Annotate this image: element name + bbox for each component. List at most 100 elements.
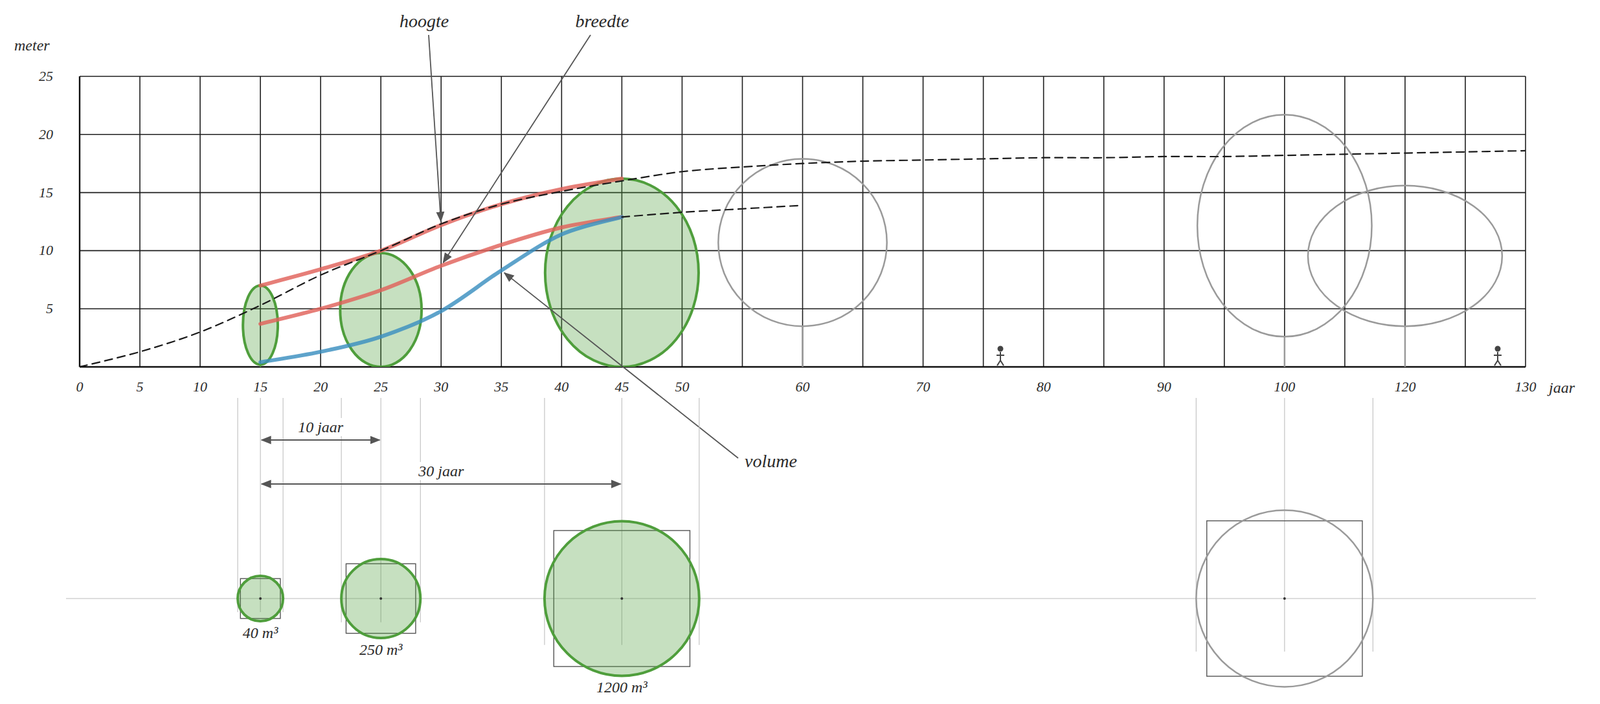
- plan-center: [379, 597, 383, 601]
- label-patch: [415, 462, 467, 481]
- label-patch: [295, 418, 347, 437]
- volume-label: 40 m³: [242, 624, 279, 642]
- plan-view: 40 m³250 m³1200 m³: [237, 398, 1373, 697]
- crown: [545, 178, 699, 368]
- grid-line-x: [319, 76, 322, 368]
- person-icon: [1493, 347, 1502, 367]
- crowns: [242, 114, 1503, 368]
- grid-line-x: [1103, 76, 1105, 368]
- curves: [79, 150, 1526, 368]
- annotation-arrow: [443, 34, 591, 263]
- span-arrow: [261, 483, 621, 485]
- grid-line-x: [1223, 76, 1226, 368]
- grid-line-x: [1524, 76, 1527, 368]
- series-line: [79, 150, 1526, 368]
- plan-center: [259, 597, 262, 601]
- trunk: [1404, 326, 1407, 368]
- x-tick-label: 80: [1036, 378, 1051, 395]
- grid-line-x: [500, 76, 502, 368]
- grid-line-x: [802, 76, 804, 368]
- guide-line: [282, 398, 284, 613]
- guide-line: [1372, 398, 1374, 653]
- grid-line-y: [79, 75, 1526, 78]
- guide-line: [1195, 398, 1197, 653]
- grid-line-x: [139, 76, 141, 368]
- trunk: [801, 326, 804, 368]
- crown: [339, 253, 422, 368]
- grid-line-y: [79, 308, 1526, 310]
- person-body: [1497, 352, 1499, 361]
- grid-line-x: [78, 76, 81, 368]
- background: [0, 0, 1600, 704]
- span-label: 30 jaar: [417, 462, 465, 480]
- series-line: [621, 205, 803, 217]
- grid-line-x: [1464, 76, 1466, 368]
- plan-centerline: [66, 598, 1536, 599]
- plan-square: [1206, 521, 1363, 677]
- grid-line-x: [1284, 76, 1286, 368]
- x-tick-label: 0: [76, 378, 84, 395]
- grid-line-x: [440, 76, 442, 368]
- plan-crown: [1195, 510, 1373, 688]
- annotation-arrow: [428, 34, 441, 222]
- grid-line-x: [982, 76, 985, 368]
- x-tick-label: 90: [1157, 378, 1172, 395]
- x-tick-label: 70: [916, 378, 931, 395]
- annotation-arrow: [504, 273, 739, 459]
- series-annotation: volume: [744, 451, 798, 472]
- plan-center: [1283, 597, 1286, 601]
- y-tick-label: 20: [38, 126, 54, 143]
- y-tick-label: 25: [38, 67, 54, 85]
- chart: 0510152025303540455060708090100120130510…: [0, 0, 1600, 704]
- person-leg: [1497, 360, 1501, 366]
- person-body: [999, 352, 1002, 361]
- crown: [718, 159, 887, 327]
- grid: [79, 76, 1526, 368]
- y-axis-title: meter: [14, 36, 50, 54]
- x-tick-label: 100: [1273, 378, 1296, 395]
- volume-label: 1200 m³: [596, 679, 648, 697]
- plan-crown: [544, 521, 700, 677]
- x-tick-label: 25: [373, 378, 388, 395]
- person-leg: [1494, 360, 1498, 366]
- x-tick-label: 30: [433, 378, 449, 395]
- plan-crown: [341, 559, 421, 639]
- grid-line-y: [79, 134, 1526, 136]
- plan-crown: [237, 576, 283, 622]
- x-tick-label: 45: [614, 378, 629, 395]
- guide-line: [237, 398, 239, 613]
- grid-line-x: [1404, 76, 1406, 368]
- x-tick-label: 5: [136, 378, 144, 395]
- y-tick-label: 15: [38, 184, 54, 201]
- series-line: [260, 216, 622, 362]
- person-arms: [996, 354, 1005, 357]
- grid-line-x: [199, 76, 201, 368]
- series-annotation: hoogte: [399, 11, 449, 32]
- grid-line-y: [79, 192, 1526, 194]
- x-axis-title: jaar: [1546, 379, 1576, 397]
- grid-line-x: [1163, 76, 1165, 368]
- person-icon: [996, 347, 1005, 367]
- x-tick-label: 10: [192, 378, 208, 395]
- trunk: [1284, 336, 1286, 368]
- grid-line-x: [742, 76, 744, 368]
- x-tick-label: 130: [1515, 378, 1537, 395]
- guide-line: [1284, 398, 1285, 653]
- x-tick-label: 40: [554, 378, 569, 395]
- x-tick-label: 120: [1394, 378, 1416, 395]
- series-annotation: breedte: [575, 11, 630, 32]
- x-tick-label: 20: [313, 378, 328, 395]
- x-tick-label: 15: [253, 378, 268, 395]
- grid-line-x: [1043, 76, 1045, 368]
- x-tick-label: 50: [674, 378, 689, 395]
- person-head: [998, 347, 1003, 352]
- x-tick-label: 35: [493, 378, 509, 395]
- crown: [1307, 185, 1503, 327]
- person-leg: [1000, 360, 1004, 366]
- plan-center: [620, 597, 623, 601]
- y-axis-line: [78, 76, 81, 368]
- person-leg: [997, 360, 1001, 366]
- x-tick-label: 60: [795, 378, 811, 395]
- person-arms: [1493, 354, 1502, 357]
- person-head: [1495, 347, 1501, 352]
